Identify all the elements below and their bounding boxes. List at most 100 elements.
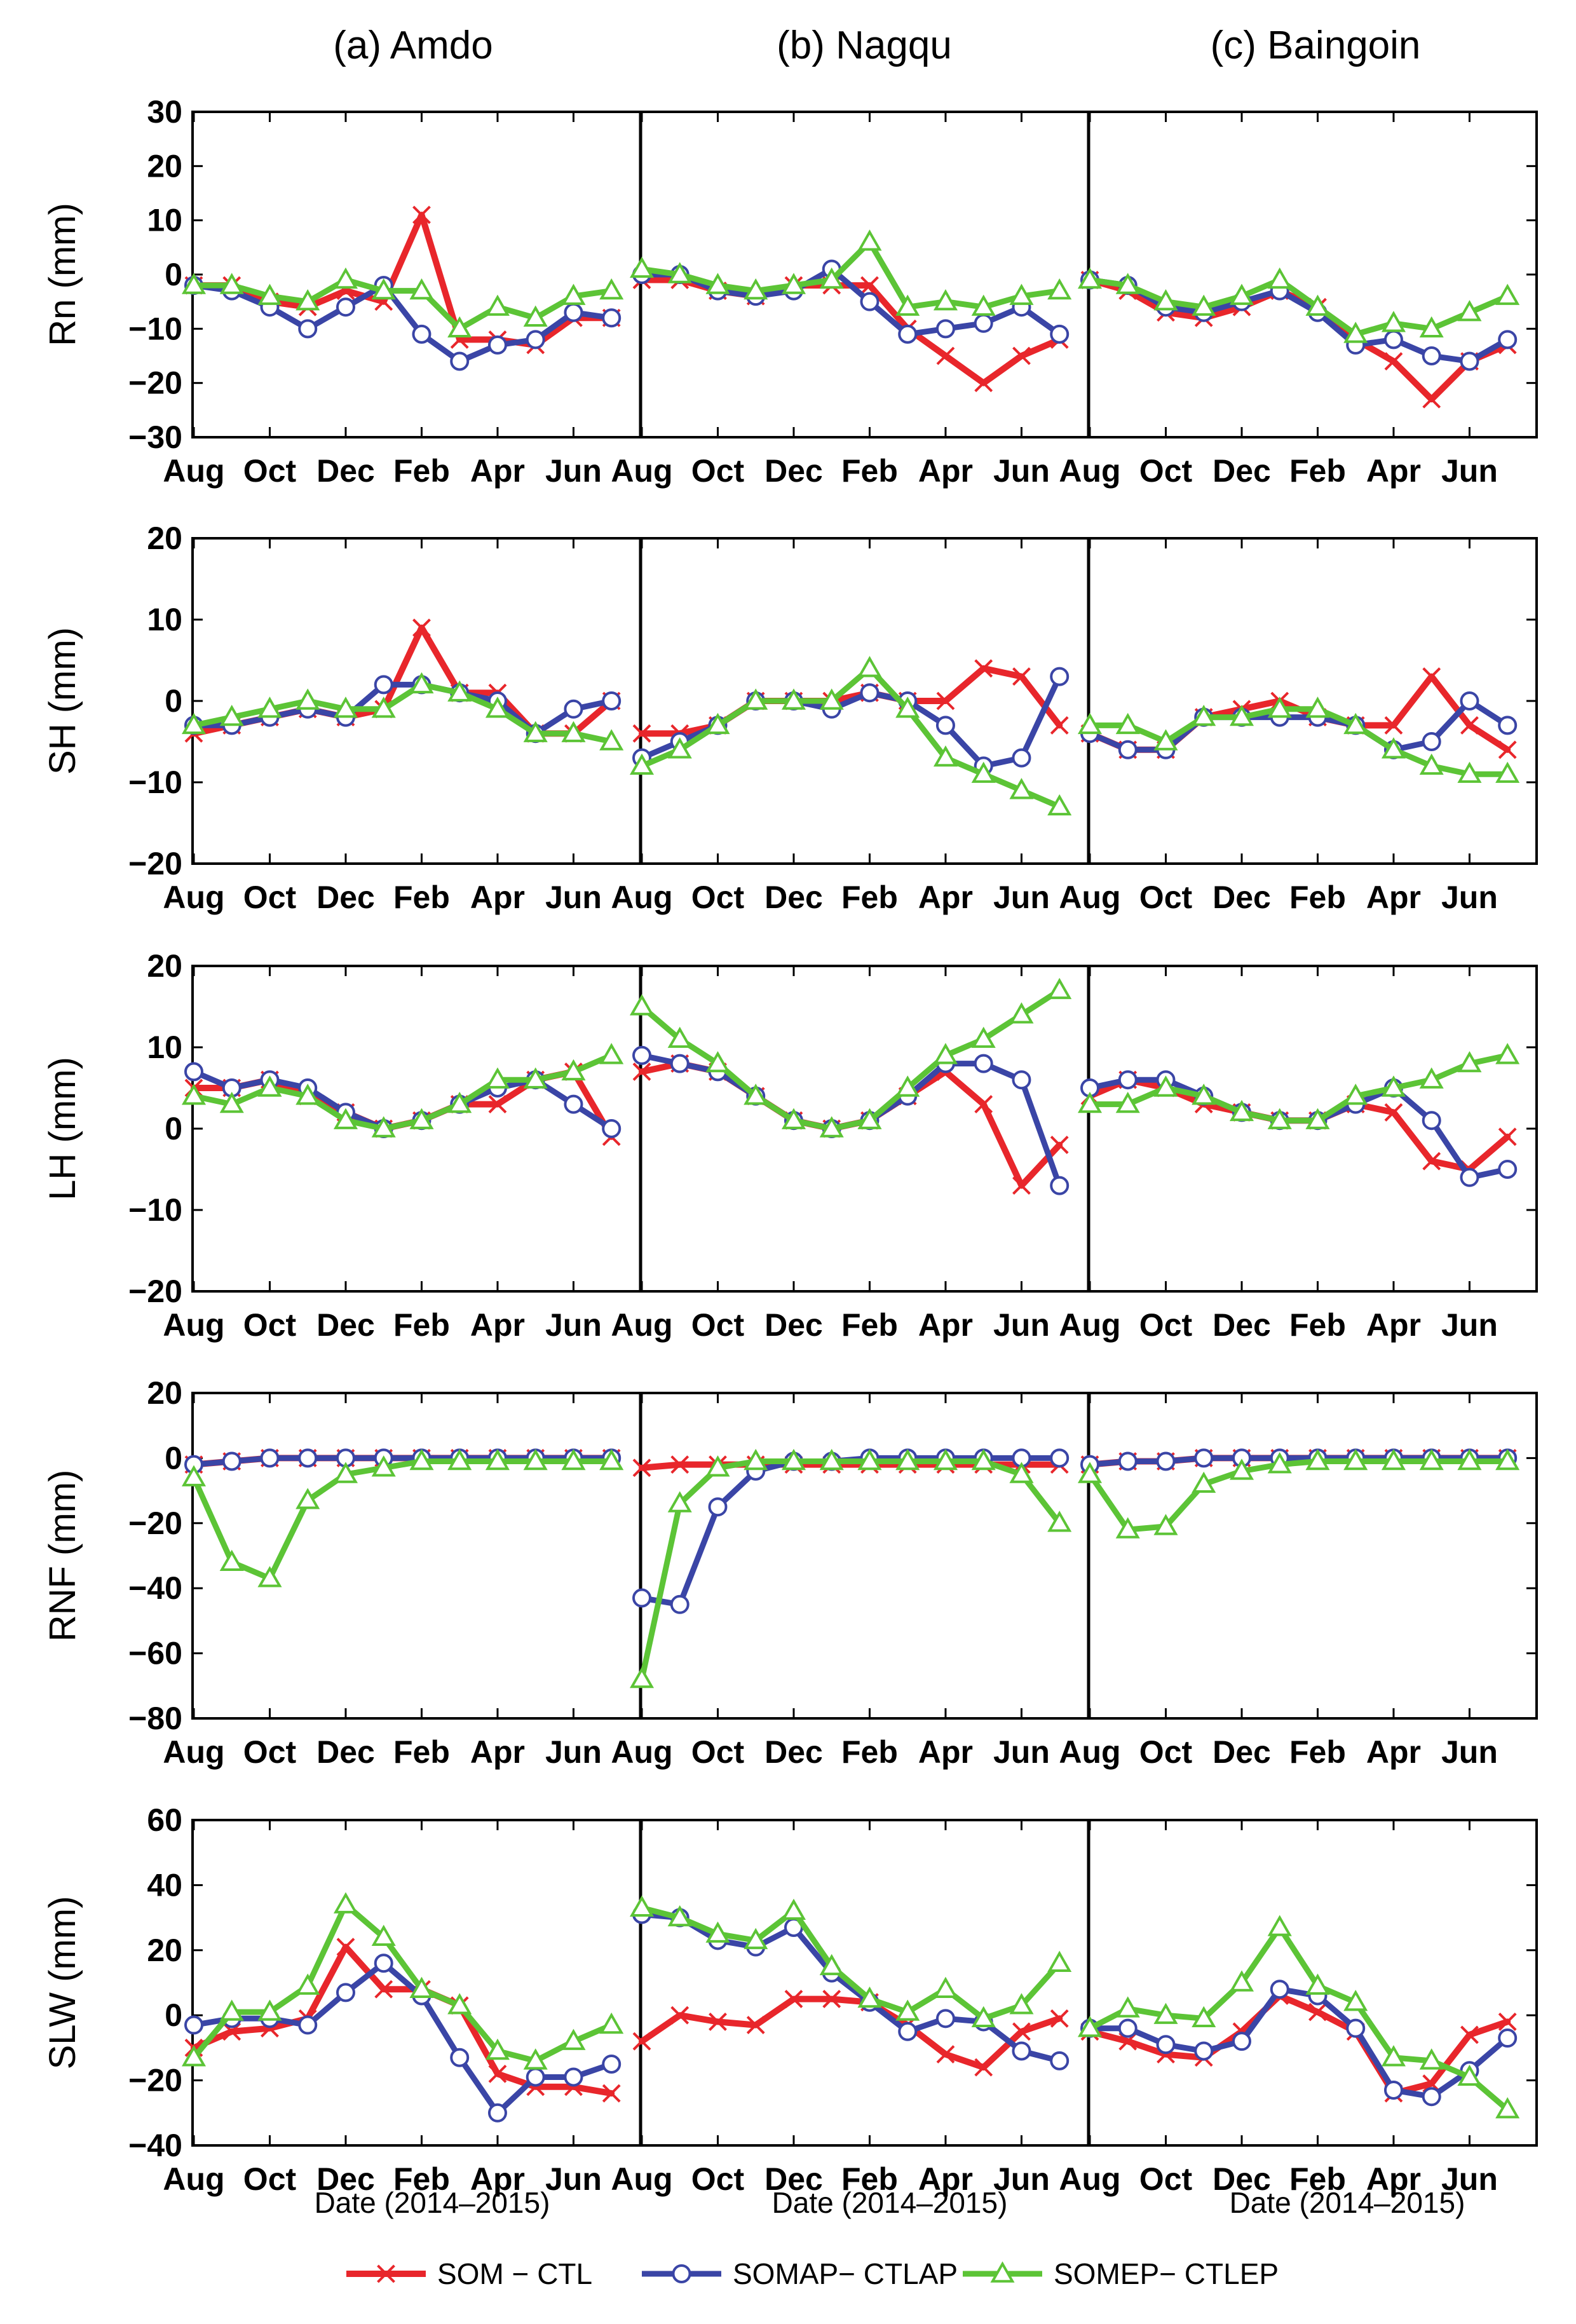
data-point xyxy=(412,618,431,637)
data-point xyxy=(1419,316,1444,338)
data-point xyxy=(670,2006,690,2025)
y-tick-label: −20 xyxy=(128,846,182,881)
data-point xyxy=(705,1455,730,1477)
data-point xyxy=(1498,2028,1518,2048)
data-point xyxy=(667,737,692,759)
x-tick-label: Jun xyxy=(1441,1307,1498,1343)
data-point xyxy=(487,335,507,355)
series-line xyxy=(639,665,1063,810)
data-point xyxy=(333,1462,358,1483)
data-point xyxy=(412,324,431,344)
data-point xyxy=(1077,2016,1103,2037)
data-point xyxy=(298,2015,318,2035)
data-point xyxy=(1153,289,1178,311)
data-point xyxy=(971,294,996,316)
data-point xyxy=(1267,697,1292,718)
x-tick-label: Dec xyxy=(764,1734,823,1770)
data-point xyxy=(1012,1176,1031,1195)
data-point xyxy=(1232,2032,1251,2051)
data-point xyxy=(1305,1973,1330,1995)
x-tick-label: Oct xyxy=(243,453,297,489)
data-point xyxy=(1118,740,1138,759)
data-point xyxy=(670,1054,690,1073)
y-tick-label: −10 xyxy=(128,764,182,800)
x-tick-label: Feb xyxy=(393,453,450,489)
data-point xyxy=(602,691,622,710)
data-point xyxy=(1498,1160,1518,1179)
series-line xyxy=(1087,277,1511,337)
x-tick-label: Oct xyxy=(243,1307,297,1343)
data-point xyxy=(1384,716,1403,735)
data-point xyxy=(599,1448,624,1471)
data-point xyxy=(895,1448,920,1471)
x-tick-label: Oct xyxy=(1139,453,1193,489)
x-tick-label: Jun xyxy=(545,880,602,915)
data-point xyxy=(895,1999,920,2021)
x-tick-label: Oct xyxy=(243,1734,297,1770)
legend-marker xyxy=(377,2264,395,2283)
data-point xyxy=(219,1999,244,2021)
legend-label: SOMEP− CTLEP xyxy=(1054,2257,1279,2290)
data-point xyxy=(819,688,844,710)
data-point xyxy=(1050,1176,1070,1195)
data-point xyxy=(257,1566,282,1587)
y-axis-label: Rn (mm) xyxy=(42,203,83,346)
data-point xyxy=(667,1026,692,1048)
x-tick-label: Feb xyxy=(393,2161,450,2197)
x-tick-label: Dec xyxy=(316,880,375,915)
data-point xyxy=(629,994,655,1016)
data-point xyxy=(1009,1002,1034,1024)
y-tick-label: −40 xyxy=(128,1570,182,1606)
data-point xyxy=(1153,729,1178,751)
data-point xyxy=(1115,1996,1140,2018)
data-point xyxy=(1192,704,1216,726)
data-point xyxy=(936,691,955,710)
series-line xyxy=(639,239,1063,310)
data-point xyxy=(781,688,806,710)
x-tick-label: Oct xyxy=(243,880,297,915)
series-line xyxy=(191,1943,615,2097)
data-point xyxy=(1047,794,1072,816)
series-line xyxy=(639,276,1063,386)
data-point xyxy=(857,1986,882,2008)
data-point xyxy=(705,1921,730,1943)
series-line xyxy=(191,1068,615,1132)
data-point xyxy=(526,330,545,350)
x-tick-label: Dec xyxy=(1213,880,1271,915)
data-point xyxy=(447,1993,472,2015)
data-point xyxy=(447,316,472,338)
data-point xyxy=(298,1448,318,1468)
data-point xyxy=(974,374,993,393)
x-tick-label: Apr xyxy=(470,2161,525,2197)
data-point xyxy=(1267,1915,1292,1936)
data-point xyxy=(485,1067,510,1089)
x-tick-label: Dec xyxy=(764,2161,823,2197)
data-point xyxy=(1343,1448,1368,1471)
data-point xyxy=(1457,1050,1482,1073)
data-point xyxy=(561,721,586,742)
data-point xyxy=(564,1094,583,1114)
x-tick-label: Feb xyxy=(1289,2161,1346,2197)
data-point xyxy=(1009,1462,1034,1483)
x-tick-label: Feb xyxy=(1289,1734,1346,1770)
data-point xyxy=(564,2067,583,2087)
data-point xyxy=(1009,1993,1034,2015)
data-point xyxy=(336,1938,355,1957)
data-point xyxy=(257,283,282,305)
y-tick-label: 30 xyxy=(147,94,182,130)
data-point xyxy=(219,1091,244,1113)
data-point xyxy=(898,2022,918,2041)
data-point xyxy=(1118,1451,1138,1471)
data-point xyxy=(1305,294,1330,316)
data-point xyxy=(1495,1043,1520,1064)
data-point xyxy=(1077,267,1103,289)
data-point xyxy=(1460,691,1479,710)
data-point xyxy=(935,319,955,339)
x-axis-label: Date (2014–2015) xyxy=(1230,2186,1465,2219)
data-point xyxy=(933,1448,958,1471)
data-point xyxy=(523,721,548,742)
x-tick-label: Dec xyxy=(316,1734,375,1770)
y-tick-label: −10 xyxy=(128,311,182,346)
data-point xyxy=(1192,294,1216,316)
data-point xyxy=(450,351,470,371)
